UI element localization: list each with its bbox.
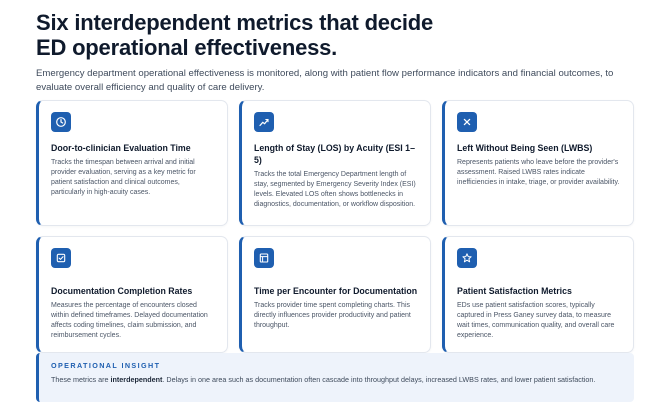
metric-card-description: Tracks the total Emergency Department le… [254,171,416,208]
metric-card-lwbs: Left Without Being Seen (LWBS) Represent… [442,100,634,226]
metric-card-title: Time per Encounter for Documentation [254,286,418,296]
page-title-line-2: ED operational effectiveness. [36,35,338,60]
metric-card-description: Tracks provider time spent completing ch… [254,302,411,329]
operational-insight-callout: OPERATIONAL INSIGHT These metrics are in… [36,353,634,402]
metric-card-title: Left Without Being Seen (LWBS) [457,143,593,153]
insight-text: These metrics are interdependent. Delays… [51,375,622,386]
metric-card-description: EDs use patient satisfaction scores, typ… [457,302,615,339]
metric-card-title: Patient Satisfaction Metrics [457,286,572,296]
metric-card-title: Documentation Completion Rates [51,286,193,296]
insight-text-before: These metrics are [51,375,111,384]
metric-card-description: Measures the percentage of encounters cl… [51,302,208,339]
page-title: Six interdependent metrics that decide E… [36,10,636,60]
page-title-line-1: Six interdependent metrics that decide [36,10,434,35]
insight-text-bold: interdependent [110,375,163,384]
page-subtitle: Emergency department operational effecti… [36,68,614,93]
metric-card-title: Door-to-clinician Evaluation Time [51,143,191,153]
metric-card-documentation-completion: Documentation Completion Rates Measures … [36,236,228,353]
metric-card-time-per-encounter: Time per Encounter for Documentation Tra… [239,236,431,353]
metric-card-description: Tracks the timespan between arrival and … [51,159,196,196]
metric-card-title: Length of Stay (LOS) by Acuity (ESI 1–5) [254,143,415,165]
document-icon [254,248,274,268]
close-x-icon [457,112,477,132]
metric-card-door-to-clinician: Door-to-clinician Evaluation Time Tracks… [36,100,228,226]
clock-icon [51,112,71,132]
metrics-grid: Door-to-clinician Evaluation Time Tracks… [36,100,634,353]
trend-chart-icon [254,112,274,132]
metric-card-length-of-stay: Length of Stay (LOS) by Acuity (ESI 1–5)… [239,100,431,226]
metric-card-patient-satisfaction: Patient Satisfaction Metrics EDs use pat… [442,236,634,353]
star-icon [457,248,477,268]
insight-label: OPERATIONAL INSIGHT [51,361,161,370]
metric-card-description: Represents patients who leave before the… [457,159,620,186]
insight-text-after: . Delays in one area such as documentati… [162,375,596,384]
checkbox-icon [51,248,71,268]
